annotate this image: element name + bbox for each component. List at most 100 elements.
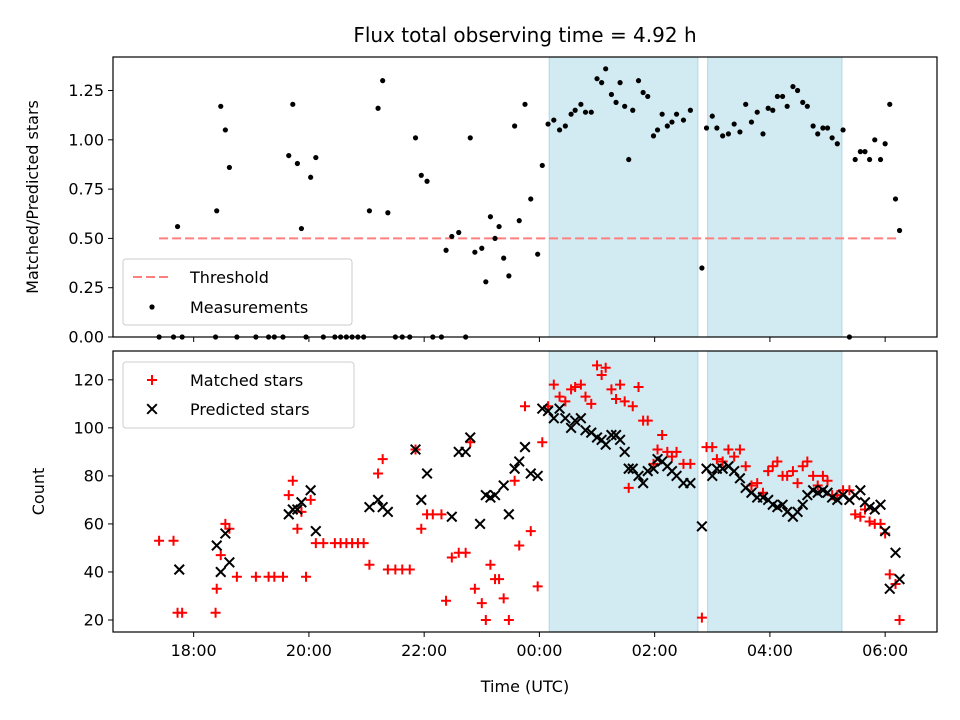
measurement-point [599,80,605,86]
measurement-point [687,107,693,113]
matched-star-point [696,612,707,623]
matched-star-point [752,478,763,489]
measurement-point [748,119,755,125]
measurement-point [852,156,858,163]
predicted-star-point [879,525,891,537]
predicted-star-point [219,528,231,540]
top-shaded-regions [548,56,843,338]
predicted-star-point [875,499,887,511]
measurement-point [617,80,623,86]
matched-star-point [666,451,677,462]
predicted-star-point [647,463,660,475]
predicted-star-point [717,463,729,475]
matched-star-point [763,466,774,477]
matched-star-point [269,571,280,582]
measurement-point [664,123,670,129]
measurement-point [578,101,584,107]
matched-star-point [596,370,607,381]
measurement-point [298,225,305,232]
matched-star-point [802,456,813,467]
predicted-star-point [894,573,906,585]
predicted-star-point [854,484,866,496]
predicted-star-point [542,405,554,417]
predicted-star-point [287,504,299,516]
matched-star-point [729,451,740,462]
measurement-point [887,101,893,107]
measurements-series [156,66,903,340]
measurement-point [794,87,801,94]
matched-star-point [844,485,855,496]
measurement-point [857,149,863,155]
matched-star-point [855,511,866,522]
predicted-star-point [734,472,746,484]
measurement-point [622,103,628,109]
predicted-star-point [372,494,384,506]
measurement-point [731,121,737,127]
matched-star-point [792,478,803,489]
matched-star-point [485,559,496,570]
measurement-point [743,101,749,107]
top-y-tick-label: 0.50 [68,229,104,248]
shaded-region-1 [548,350,699,633]
matched-star-point [250,571,261,582]
matched-star-point [864,516,875,527]
measurement-point [824,125,831,131]
measurement-point [522,101,528,107]
bottom-y-axis-label: Count [29,468,48,516]
legend-measurements-label: Measurements [190,298,308,317]
measurement-point [594,76,600,82]
matched-star-point [627,401,638,412]
measurement-point [424,178,430,184]
measurement-point [545,121,551,127]
matched-star-point [580,391,591,402]
legend-matched-label: Matched stars [190,371,303,390]
measurement-point [535,251,541,257]
measurement-point [496,223,502,230]
predicted-star-point [215,566,227,578]
matched-star-point [377,454,388,465]
predicted-star-point [642,465,654,477]
measurement-point [214,208,220,214]
matched-star-point [446,552,457,563]
predicted-star-point [623,463,635,475]
predicted-star-point [696,520,708,532]
measurement-point [290,101,296,107]
top-y-axis-label: Matched/Predicted stars [23,100,42,294]
top-x-ticks [193,337,886,342]
matched-star-point [767,461,778,472]
matched-star-point [685,458,696,469]
bottom-panel: 20 40 60 80 100 120 18:00 20:00 22:00 00:00 02:00… [29,350,938,696]
matched-star-point [436,509,447,520]
matched-star-point [662,446,673,457]
matched-star-point [740,461,751,472]
matched-star-point [808,470,819,481]
measurement-point [516,218,522,224]
measurement-point [501,255,507,261]
matched-star-point [301,571,312,582]
measurement-point [669,119,675,125]
predicted-star-point [223,556,235,568]
top-y-axis: 0.00 0.25 0.50 0.75 1.00 1.25 [68,81,113,347]
matched-star-point [570,382,581,393]
measurement-point [640,89,646,96]
matched-star-point [633,382,644,393]
measurement-point [572,107,578,113]
matched-star-point [514,540,525,551]
predicted-star-point [633,470,645,482]
measurement-point [385,210,391,216]
matched-star-point [657,430,668,441]
matched-star-point [373,468,384,479]
predicted-star-point [295,496,307,508]
predicted-star-point [382,506,394,518]
figure-title: Flux total observing time = 4.92 h [353,23,696,47]
matched-star-point [469,583,480,594]
matched-star-point [850,509,861,520]
measurement-point [626,156,632,163]
matched-star-point [822,475,833,486]
predicted-star-point [797,499,809,511]
matched-star-point [404,564,415,575]
measurement-point [568,111,574,117]
x-tick-label: 00:00 [516,641,562,660]
predicted-star-point [532,470,544,482]
